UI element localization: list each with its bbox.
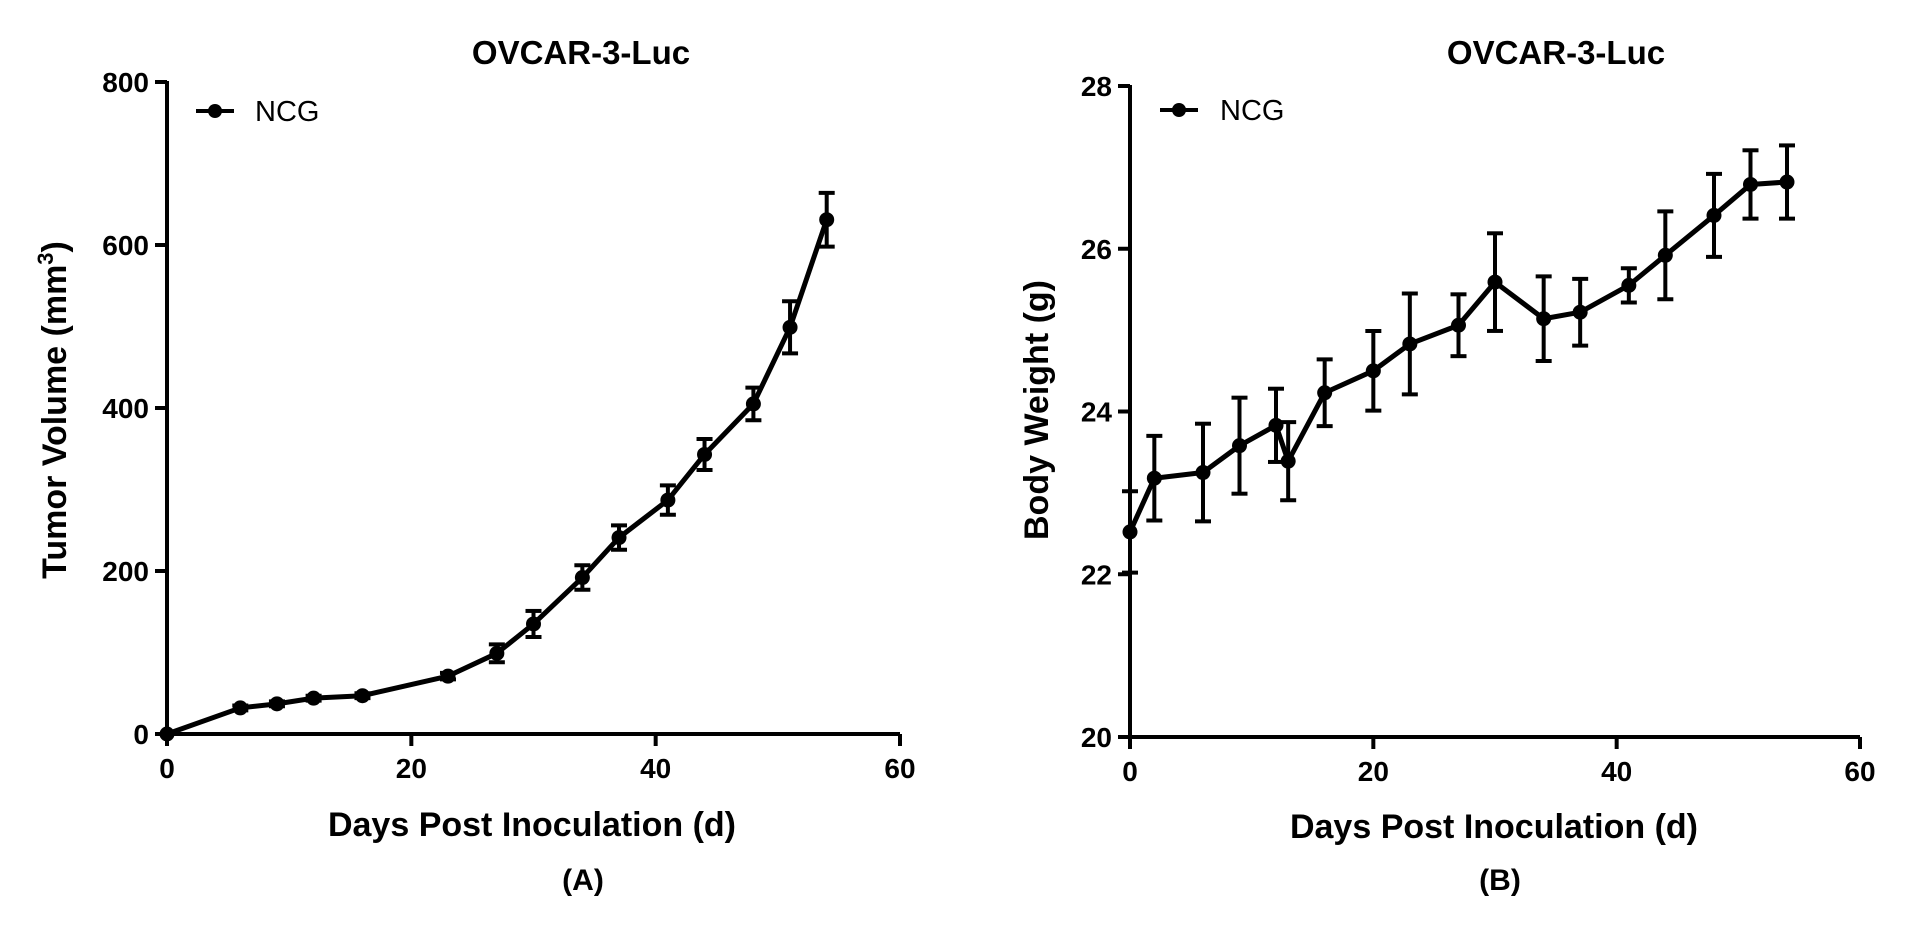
data-point-b (1657, 247, 1673, 263)
y-axis-label-a: Tumor Volume (mm3) (33, 241, 74, 579)
data-point-a (660, 492, 676, 508)
y-tick-label-a: 800 (102, 67, 149, 98)
data-point-a (526, 616, 541, 632)
y-tick-label-a: 200 (102, 556, 149, 587)
data-point-a (697, 446, 713, 462)
x-tick-label-a: 60 (884, 753, 915, 784)
series-line-b (1127, 179, 1788, 533)
data-point-b (1572, 304, 1588, 320)
data-point-b (1122, 524, 1138, 540)
chart-title-b: OVCAR-3-Luc (1447, 34, 1665, 71)
x-tick-label-b: 40 (1601, 756, 1632, 787)
x-tick-label-b: 20 (1358, 756, 1389, 787)
chart-panel-b: OVCAR-3-Luc Body Weight (g) Days Post In… (1018, 34, 1876, 897)
chart-title-a: OVCAR-3-Luc (472, 34, 690, 71)
data-point-b (1317, 385, 1333, 401)
x-axis-label-a: Days Post Inoculation (d) (328, 806, 736, 844)
data-point-b (1451, 317, 1466, 333)
y-tick-label-b: 28 (1081, 71, 1112, 102)
data-point-a (745, 396, 761, 412)
data-point-a (574, 570, 590, 586)
data-point-a (819, 212, 835, 228)
data-point-a (440, 668, 456, 684)
x-tick-label-a: 20 (396, 753, 427, 784)
y-tick-label-b: 20 (1081, 722, 1112, 753)
data-point-a (782, 319, 798, 335)
data-point-a (232, 700, 248, 716)
y-tick-label-a: 600 (102, 230, 149, 261)
data-point-a (489, 645, 505, 661)
legend-b: NCG (1160, 95, 1284, 127)
data-point-b (1232, 438, 1247, 454)
y-tick-label-b: 26 (1081, 234, 1112, 265)
data-point-b (1365, 363, 1381, 379)
data-marks-a (159, 190, 835, 742)
legend-marker-a (208, 104, 222, 118)
data-point-b (1402, 336, 1418, 352)
legend-label-a: NCG (255, 96, 319, 128)
data-point-b (1195, 465, 1211, 481)
x-tick-label-a: 0 (159, 753, 175, 784)
data-point-b (1536, 311, 1552, 327)
data-point-a (269, 696, 285, 712)
panel-label-a: (A) (562, 864, 604, 897)
x-tick-label-b: 0 (1122, 756, 1138, 787)
y-axis-label-b: Body Weight (g) (1018, 280, 1056, 540)
data-point-b (1487, 274, 1503, 290)
y-tick-label-a: 0 (133, 719, 149, 750)
data-point-a (159, 726, 175, 742)
ticks-b: 0 20 40 60 20 22 24 26 28 (1081, 71, 1876, 787)
x-axis-label-b: Days Post Inoculation (d) (1290, 808, 1698, 846)
data-point-b (1146, 470, 1162, 486)
y-tick-label-b: 22 (1081, 559, 1112, 590)
data-point-b (1743, 176, 1758, 192)
data-point-b (1779, 174, 1795, 190)
y-tick-label-a: 400 (102, 393, 149, 424)
data-point-a (306, 690, 322, 706)
legend-a: NCG (196, 96, 319, 128)
panel-label-b: (B) (1479, 864, 1521, 897)
x-tick-label-b: 60 (1844, 756, 1875, 787)
y-tick-label-b: 24 (1081, 397, 1113, 428)
data-marks-b (1122, 143, 1795, 575)
data-point-a (354, 688, 370, 704)
data-point-b (1706, 207, 1722, 223)
data-point-b (1280, 453, 1296, 469)
legend-label-b: NCG (1220, 95, 1284, 127)
data-point-b (1621, 277, 1637, 293)
chart-panel-a: OVCAR-3-Luc Tumor Volume (mm3) Days Post… (33, 34, 916, 897)
data-point-b (1268, 417, 1284, 433)
data-point-a (611, 530, 627, 546)
x-tick-label-a: 40 (640, 753, 671, 784)
legend-marker-b (1172, 103, 1186, 117)
